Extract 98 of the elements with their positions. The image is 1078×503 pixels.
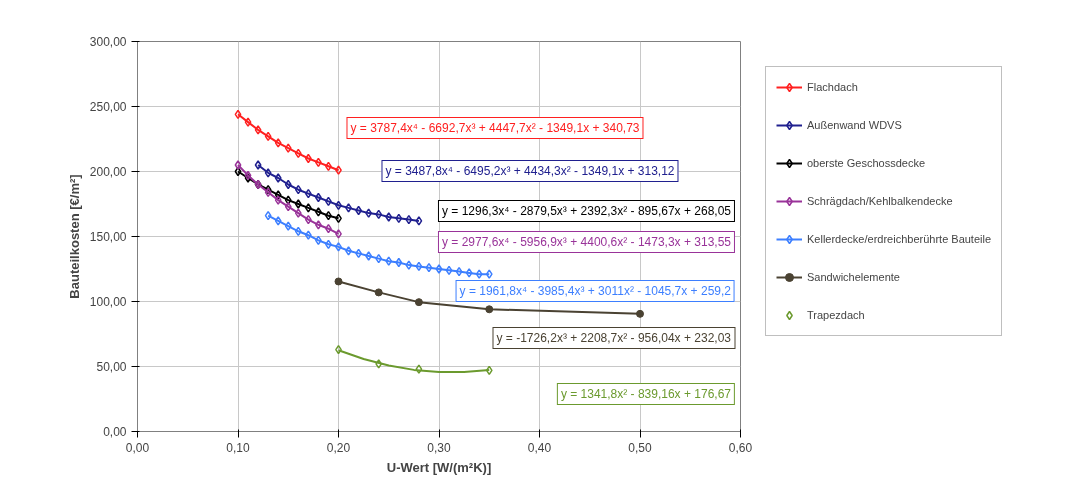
y-tick-label: 150,00 <box>89 230 127 244</box>
point <box>414 298 423 307</box>
point <box>375 209 383 220</box>
annotation: y = 3487,8x⁴ - 6495,2x³ + 4434,3x² - 1349,1x + 313,12 <box>381 160 679 182</box>
point <box>355 248 363 259</box>
legend-label: Außenwand WDVS <box>807 119 902 131</box>
point <box>334 277 343 286</box>
point <box>274 190 282 200</box>
point <box>395 257 403 268</box>
point <box>636 309 644 318</box>
point <box>294 226 302 237</box>
point <box>435 264 443 274</box>
point <box>274 138 282 148</box>
point <box>254 160 262 170</box>
point <box>304 230 312 240</box>
y-tick-label: 50,00 <box>96 360 127 374</box>
y-tick-label: 250,00 <box>89 100 127 114</box>
point <box>485 365 493 376</box>
point <box>234 160 242 170</box>
point <box>254 125 262 135</box>
legend-label: Flachdach <box>807 81 858 93</box>
x-tick-label: 0,30 <box>427 440 451 455</box>
point <box>405 260 413 270</box>
point <box>395 213 403 224</box>
point <box>415 261 423 272</box>
point <box>385 256 393 266</box>
point <box>415 364 423 374</box>
legend-label: Schrägdach/Kehlbalkendecke <box>807 195 953 207</box>
legend-label: oberste Geschossdecke <box>807 157 926 169</box>
point <box>274 195 282 205</box>
x-tick-label: 0,00 <box>125 440 150 455</box>
point <box>234 166 242 177</box>
point <box>335 229 342 239</box>
point <box>294 184 302 195</box>
point <box>335 165 342 175</box>
x-tick-label: 0,60 <box>728 440 753 455</box>
point <box>455 266 463 277</box>
y-axis-title: Bauteilkosten [€/m²] <box>66 174 82 299</box>
annotation: y = 2977,6x⁴ - 5956,9x³ + 4400,6x² - 1473,3x + 313,55 <box>437 231 735 253</box>
point <box>425 262 433 273</box>
point <box>415 216 423 226</box>
point <box>304 188 312 199</box>
x-tick-label: 0,50 <box>628 440 652 455</box>
point <box>304 153 312 164</box>
legend-label: Sandwichelemente <box>807 271 900 283</box>
point <box>274 216 282 226</box>
point <box>405 214 413 225</box>
point <box>375 253 383 264</box>
point <box>314 220 322 230</box>
annotation: y = 1341,8x² - 839,16x + 176,67 <box>556 383 735 405</box>
point <box>264 168 272 178</box>
point <box>465 268 473 278</box>
point <box>365 251 373 261</box>
point <box>385 212 393 222</box>
point <box>314 157 322 168</box>
point <box>475 269 483 279</box>
point <box>304 203 312 213</box>
annotation: y = 1961,8x⁴ - 3985,4x³ + 3011x² - 1045,7x + 259,2 <box>455 280 735 302</box>
point <box>374 288 383 297</box>
annotation: y = 3787,4x⁴ - 6692,7x³ + 4447,7x² - 1349,1x + 340,73 <box>346 117 644 139</box>
point <box>314 192 322 203</box>
point <box>345 246 352 256</box>
point <box>314 235 322 246</box>
point <box>284 143 292 153</box>
legend-label: Kellerdecke/erdreichberührte Bauteile <box>807 233 992 245</box>
legend-label: Trapezdach <box>807 309 865 321</box>
point <box>365 208 373 218</box>
point <box>345 203 352 213</box>
point <box>375 359 383 369</box>
point <box>355 205 363 216</box>
point <box>485 305 494 314</box>
y-tick-label: 300,00 <box>89 35 127 49</box>
x-tick-label: 0,10 <box>226 440 250 455</box>
annotation: y = 1296,3x⁴ - 2879,5x³ + 2392,3x² - 895,67x + 268,05 <box>437 200 735 222</box>
point <box>294 199 302 209</box>
y-tick-label: 100,00 <box>89 295 127 309</box>
point <box>445 265 453 276</box>
point <box>485 269 493 279</box>
point <box>284 195 292 205</box>
point <box>274 173 282 183</box>
point <box>335 242 342 252</box>
x-tick-label: 0,20 <box>326 440 351 455</box>
x-tick-label: 0,40 <box>527 440 552 455</box>
point <box>294 208 302 218</box>
y-tick-label: 0,00 <box>103 425 127 439</box>
point <box>264 210 272 221</box>
point <box>314 207 322 217</box>
point <box>294 148 302 159</box>
point <box>234 109 242 120</box>
y-tick-label: 200,00 <box>89 165 127 179</box>
point <box>244 117 252 127</box>
point <box>284 221 292 231</box>
point <box>284 201 292 212</box>
point <box>304 214 312 225</box>
x-axis-title: U-Wert [W/(m²K)] <box>386 459 492 475</box>
point <box>284 179 292 190</box>
annotation: y = -1726,2x³ + 2208,7x² - 956,04x + 232,03 <box>492 327 735 349</box>
point <box>264 131 272 142</box>
